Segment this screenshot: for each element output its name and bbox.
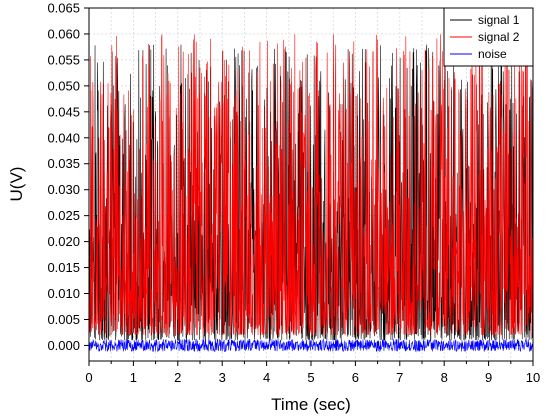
x-tick-label: 3 — [219, 370, 226, 385]
ticks: 0.000 0.005 0.010 0.015 0.020 0.025 0.030 0.035… — [47, 1, 540, 386]
legend-label: signal 2 — [478, 30, 520, 44]
series-line-signal-2 — [88, 34, 534, 336]
y-tick-label: 0.035 — [47, 156, 80, 171]
y-tick-label: 0.020 — [47, 234, 80, 249]
y-tick-label: 0.000 — [47, 338, 80, 353]
x-tick-label: 0 — [85, 370, 92, 385]
x-tick-label: 10 — [526, 370, 540, 385]
x-tick-label: 7 — [396, 370, 403, 385]
y-tick-label: 0.055 — [47, 52, 80, 67]
x-tick-label: 4 — [263, 370, 270, 385]
y-tick-label: 0.030 — [47, 182, 80, 197]
y-tick-label: 0.045 — [47, 104, 80, 119]
y-tick-label: 0.015 — [47, 260, 80, 275]
legend-label: signal 1 — [478, 13, 520, 27]
y-tick-label: 0.065 — [47, 1, 80, 16]
x-tick-label: 9 — [485, 370, 492, 385]
y-tick-label: 0.025 — [47, 208, 80, 223]
y-tick-label: 0.060 — [47, 26, 80, 41]
y-tick-label: 0.040 — [47, 130, 80, 145]
y-tick-label: 0.010 — [47, 286, 80, 301]
x-tick-label: 8 — [441, 370, 448, 385]
x-tick-label: 6 — [352, 370, 359, 385]
legend: signal 1 signal 2 noise — [443, 7, 534, 67]
x-tick-label: 5 — [307, 370, 314, 385]
y-tick-label: 0.005 — [47, 312, 80, 327]
x-axis-title: Time (sec) — [271, 395, 351, 414]
series-layer — [88, 34, 534, 353]
x-tick-label: 2 — [174, 370, 181, 385]
series-line-noise — [88, 338, 534, 353]
y-tick-label: 0.050 — [47, 78, 80, 93]
y-axis-title: U(V) — [7, 167, 26, 202]
legend-label: noise — [478, 47, 507, 61]
x-tick-label: 1 — [130, 370, 137, 385]
